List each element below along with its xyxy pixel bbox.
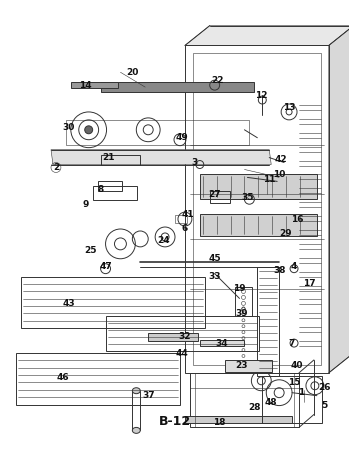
Text: 22: 22	[211, 76, 224, 85]
Text: 12: 12	[255, 91, 267, 99]
Text: 23: 23	[235, 361, 248, 371]
Text: 41: 41	[182, 210, 194, 218]
Text: 34: 34	[215, 338, 228, 348]
Text: 47: 47	[99, 262, 112, 271]
Text: 21: 21	[102, 153, 115, 162]
Text: 33: 33	[209, 272, 221, 281]
Text: 43: 43	[63, 299, 75, 308]
Text: 39: 39	[235, 309, 248, 318]
Text: 35: 35	[241, 193, 254, 202]
Polygon shape	[329, 26, 350, 373]
Bar	[200, 340, 244, 346]
Polygon shape	[51, 150, 271, 164]
Text: 27: 27	[208, 190, 221, 199]
Text: 42: 42	[275, 155, 287, 164]
Bar	[185, 415, 292, 424]
Text: 24: 24	[157, 236, 169, 245]
Bar	[106, 316, 259, 351]
Text: 5: 5	[322, 401, 328, 410]
Text: 15: 15	[288, 378, 300, 387]
Text: 11: 11	[263, 175, 275, 184]
Text: 25: 25	[84, 246, 97, 255]
Text: 7: 7	[288, 338, 294, 348]
Bar	[148, 333, 198, 341]
Text: 20: 20	[126, 68, 139, 77]
Circle shape	[85, 126, 93, 134]
Text: 29: 29	[279, 229, 292, 239]
Text: 14: 14	[79, 81, 92, 90]
Ellipse shape	[132, 388, 140, 394]
Text: 37: 37	[142, 391, 155, 400]
Text: 28: 28	[248, 403, 261, 412]
Text: 13: 13	[283, 104, 295, 113]
Text: 45: 45	[208, 254, 221, 263]
Bar	[66, 120, 250, 145]
Bar	[21, 277, 205, 328]
Text: 4: 4	[291, 262, 297, 271]
Text: B-12: B-12	[159, 415, 191, 428]
Ellipse shape	[132, 427, 140, 433]
Text: 19: 19	[233, 284, 246, 293]
Bar	[132, 391, 140, 431]
Text: 26: 26	[318, 383, 331, 392]
Bar	[257, 267, 279, 376]
Bar	[190, 373, 299, 427]
Text: 10: 10	[273, 170, 285, 179]
Text: 17: 17	[303, 279, 315, 288]
Bar	[71, 82, 118, 88]
Bar	[93, 186, 137, 200]
Bar	[185, 45, 329, 373]
Bar	[225, 360, 272, 372]
Text: 8: 8	[97, 185, 104, 194]
Text: 49: 49	[176, 133, 188, 142]
Bar	[16, 353, 180, 404]
Text: 6: 6	[182, 224, 188, 234]
Bar	[98, 181, 122, 191]
Bar	[100, 82, 254, 92]
Bar	[100, 155, 140, 164]
Bar	[234, 287, 252, 316]
Bar	[262, 376, 322, 424]
Text: 16: 16	[291, 215, 303, 224]
Bar	[175, 215, 187, 223]
Text: 3: 3	[192, 158, 198, 167]
Text: 18: 18	[214, 418, 226, 427]
Text: 48: 48	[265, 398, 278, 407]
Text: 2: 2	[53, 163, 59, 172]
Bar	[210, 191, 230, 203]
Text: 44: 44	[176, 349, 188, 358]
Text: 40: 40	[291, 361, 303, 371]
Text: 46: 46	[57, 373, 69, 382]
Text: 32: 32	[178, 332, 191, 341]
Bar	[200, 174, 317, 199]
Bar	[200, 214, 317, 236]
Text: 9: 9	[83, 200, 89, 209]
Polygon shape	[185, 26, 350, 45]
Text: 1: 1	[298, 388, 304, 397]
Text: 30: 30	[63, 123, 75, 132]
Text: 38: 38	[273, 266, 285, 275]
Bar	[193, 54, 321, 365]
